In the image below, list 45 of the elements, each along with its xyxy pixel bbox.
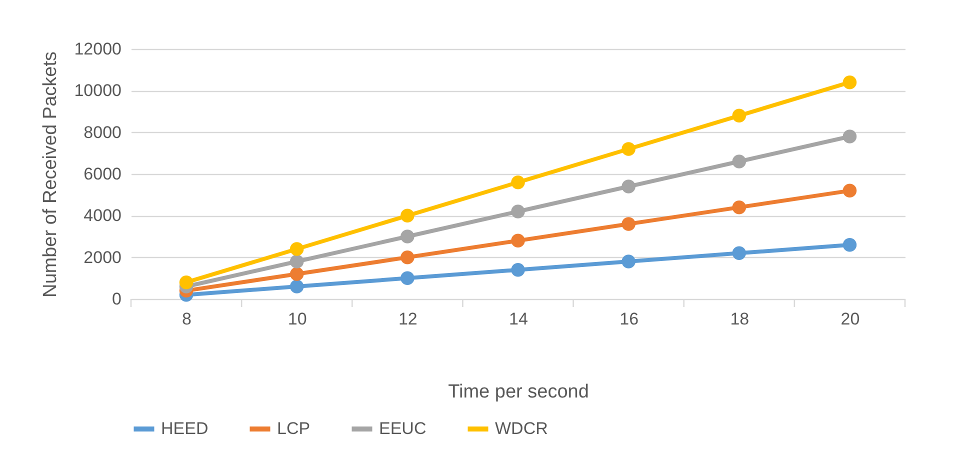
point (290, 267, 304, 281)
point (511, 234, 525, 248)
point (400, 271, 414, 286)
point (622, 254, 636, 268)
x-tick-label: 14 (509, 310, 528, 328)
point (511, 262, 525, 277)
point (842, 184, 857, 198)
y-tick-label: 6000 (84, 164, 122, 184)
legend-label: WDCR (495, 419, 548, 438)
point (842, 130, 857, 144)
x-axis-title: Time per second (448, 382, 589, 402)
x-tick-label: 12 (398, 310, 418, 328)
point (290, 280, 304, 294)
y-tick-label: 4000 (84, 206, 122, 226)
legend-label: EEUC (379, 419, 426, 438)
legend-label: LCP (277, 419, 310, 438)
legend-label: HEED (161, 419, 208, 438)
point (732, 108, 746, 123)
x-tick-label: 16 (620, 310, 639, 328)
point (622, 142, 636, 156)
point (400, 208, 414, 223)
point (290, 254, 304, 268)
x-tick-label: 20 (840, 310, 860, 328)
point (400, 230, 414, 244)
y-tick-label: 12000 (74, 40, 122, 58)
y-tick-label: 0 (112, 290, 122, 308)
x-tick-label: 8 (182, 310, 192, 328)
point (511, 204, 525, 218)
point (622, 217, 636, 231)
point (842, 238, 857, 252)
point (732, 154, 746, 168)
point (622, 180, 636, 194)
point (400, 250, 414, 264)
point (179, 275, 194, 290)
y-axis-title: Number of Received Packets (40, 51, 62, 298)
point (842, 75, 857, 90)
point (732, 246, 746, 260)
x-tick-label: 18 (730, 310, 750, 328)
y-tick-label: 8000 (84, 122, 122, 142)
point (511, 175, 525, 190)
y-tick-label: 10000 (74, 81, 122, 100)
point (732, 200, 746, 214)
x-tick-label: 10 (288, 310, 307, 328)
y-tick-label: 2000 (84, 248, 122, 267)
point (290, 242, 304, 256)
